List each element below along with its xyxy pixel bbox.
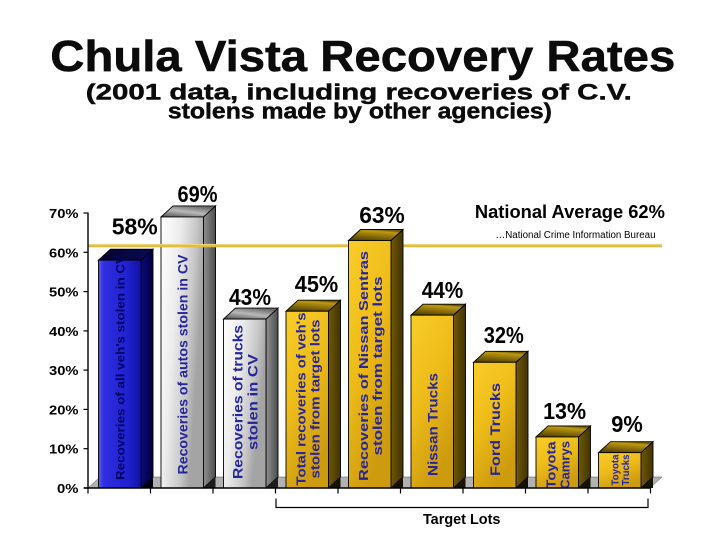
svg-text:45%: 45% xyxy=(295,271,339,297)
svg-text:30%: 30% xyxy=(49,364,79,378)
svg-text:40%: 40% xyxy=(49,325,79,339)
svg-text:Ford Trucks: Ford Trucks xyxy=(487,383,503,476)
svg-text:10%: 10% xyxy=(49,443,79,457)
svg-text:50%: 50% xyxy=(49,286,79,300)
svg-text:Recoveries of Nissan Sentrasst: Recoveries of Nissan Sentrasstolen from … xyxy=(356,251,385,481)
svg-text:69%: 69% xyxy=(178,181,218,207)
svg-text:70%: 70% xyxy=(49,207,79,221)
svg-text:Nissan Trucks: Nissan Trucks xyxy=(425,373,440,476)
svg-text:60%: 60% xyxy=(49,246,79,260)
svg-text:ToyotaTrucks: ToyotaTrucks xyxy=(610,454,632,485)
svg-text:63%: 63% xyxy=(359,202,405,228)
svg-text:Target Lots: Target Lots xyxy=(423,511,501,528)
svg-text:0%: 0% xyxy=(57,482,79,496)
svg-text:32%: 32% xyxy=(484,322,524,348)
svg-text:(2001 data, including recoveri: (2001 data, including recoveries of C.V. xyxy=(86,79,632,104)
svg-text:Recoveries of autos stolen in: Recoveries of autos stolen in CV xyxy=(175,254,191,475)
svg-text:Recoveries of all veh's stolen: Recoveries of all veh's stolen in CV xyxy=(114,254,128,480)
svg-text:43%: 43% xyxy=(229,284,271,310)
svg-text:13%: 13% xyxy=(543,398,586,424)
svg-text:58%: 58% xyxy=(112,213,158,239)
svg-text:…National Crime Information Bu: …National Crime Information Bureau xyxy=(496,230,656,241)
svg-text:stolens made by other agencies: stolens made by other agencies) xyxy=(168,99,552,124)
svg-text:9%: 9% xyxy=(611,411,643,437)
svg-text:Total recoveries of veh'sstol: Total recoveries of veh'sstolen from tar… xyxy=(293,313,322,486)
svg-text:National Average 62%: National Average 62% xyxy=(475,201,665,222)
svg-text:ToyotaCamrys: ToyotaCamrys xyxy=(543,441,572,489)
svg-text:Chula Vista Recovery Rates: Chula Vista Recovery Rates xyxy=(50,32,675,81)
svg-text:Recoveries of trucksstolen in: Recoveries of trucksstolen in CV xyxy=(231,325,261,479)
svg-text:20%: 20% xyxy=(49,403,79,417)
svg-text:44%: 44% xyxy=(422,277,464,303)
